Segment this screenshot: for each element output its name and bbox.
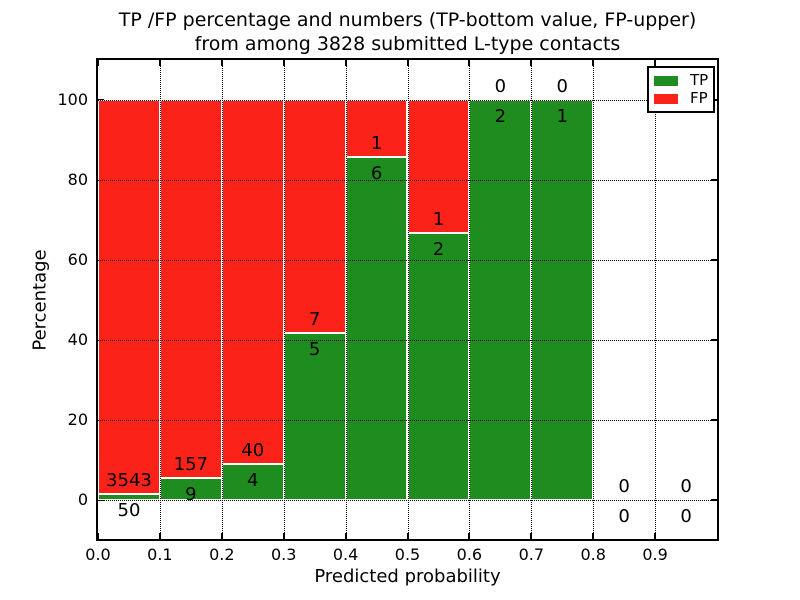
fp-count-label: 1 — [432, 209, 445, 231]
tp-count-label: 2 — [494, 106, 507, 127]
fp-bar-segment — [345, 100, 408, 158]
fp-count-label: 0 — [556, 76, 568, 97]
fp-count-label: 1 — [370, 133, 383, 155]
tp-count-label: 0 — [680, 506, 692, 527]
fp-count-label: 40 — [241, 439, 265, 461]
tp-bar-segment — [469, 100, 532, 500]
x-tick-label: 0.4 — [332, 545, 359, 564]
chart-title-line2: from among 3828 submitted L-type contact… — [194, 33, 621, 55]
fp-bar-segment — [98, 100, 160, 495]
y-gridline — [98, 260, 717, 261]
fp-count-label: 157 — [173, 454, 209, 476]
legend-entry-fp: FP — [654, 91, 708, 106]
x-tick-label: 0.0 — [85, 545, 111, 564]
y-gridline — [98, 500, 717, 501]
tp-bar-segment — [283, 333, 346, 500]
x-tick-label: 0.3 — [270, 545, 297, 564]
x-tick-label: 0.5 — [394, 545, 421, 564]
chart-title: TP /FP percentage and numbers (TP-bottom… — [98, 8, 717, 56]
x-tick-label: 0.1 — [147, 545, 173, 564]
tp-count-label: 4 — [247, 469, 259, 491]
fp-count-label: 0 — [618, 476, 630, 497]
tp-count-label: 9 — [185, 484, 197, 506]
x-tick-label: 0.6 — [456, 545, 483, 564]
x-tick-label: 0.7 — [518, 545, 545, 564]
tp-count-label: 6 — [370, 163, 383, 185]
x-gridline — [159, 60, 161, 539]
legend-entry-tp: TP — [654, 73, 708, 88]
tp-bar-segment — [407, 233, 470, 500]
tp-bar-segment — [345, 157, 408, 500]
x-gridline — [283, 60, 285, 539]
y-gridline — [98, 180, 717, 181]
x-gridline — [345, 60, 347, 539]
legend: TP FP — [647, 66, 715, 113]
tp-count-label: 5 — [308, 339, 321, 361]
x-tick-mark — [97, 533, 99, 539]
tp-count-label: 1 — [556, 106, 568, 127]
fp-count-label: 0 — [680, 476, 692, 497]
x-gridline — [469, 60, 471, 539]
plot-area: 3543 50 157 9 40 4 7 5 1 6 1 2 0 2 0 1 0 0 0 0 — [96, 58, 719, 541]
tp-count-label: 50 — [117, 500, 141, 522]
x-tick-label: 0.2 — [209, 545, 235, 564]
fp-bar-segment — [159, 100, 222, 479]
x-gridline — [407, 60, 409, 539]
y-tick-label: 80 — [67, 170, 88, 189]
tp-legend-label: TP — [690, 71, 709, 89]
chart-title-line1: TP /FP percentage and numbers (TP-bottom… — [118, 9, 697, 31]
x-gridline — [655, 60, 657, 539]
fp-bar-segment — [221, 100, 284, 464]
y-gridline — [98, 340, 717, 341]
y-tick-label: 100 — [57, 90, 88, 109]
y-gridline — [98, 100, 717, 101]
y-tick-label: 60 — [67, 250, 88, 269]
tp-count-label: 2 — [432, 239, 445, 261]
tp-count-label: 0 — [618, 506, 630, 527]
fp-count-label: 7 — [308, 309, 321, 331]
fp-bar-segment — [283, 100, 346, 334]
y-tick-label: 20 — [67, 410, 88, 429]
x-tick-mark-top — [97, 60, 99, 66]
y-tick-label: 0 — [77, 490, 88, 509]
tp-bar-segment — [531, 100, 594, 500]
x-gridline — [221, 60, 223, 539]
tp-legend-swatch — [654, 75, 678, 86]
fp-legend-label: FP — [690, 89, 708, 107]
y-gridline — [98, 420, 717, 421]
x-axis-label: Predicted probability — [314, 566, 501, 587]
fp-count-label: 3543 — [106, 470, 152, 492]
x-tick-label: 0.9 — [642, 545, 668, 564]
x-gridline — [593, 60, 595, 539]
y-tick-label: 40 — [67, 330, 88, 349]
tp-bar-segment — [98, 494, 160, 500]
x-gridline — [531, 60, 533, 539]
x-tick-label: 0.8 — [580, 545, 606, 564]
fp-legend-swatch — [654, 93, 678, 104]
fp-count-label: 0 — [494, 76, 507, 97]
